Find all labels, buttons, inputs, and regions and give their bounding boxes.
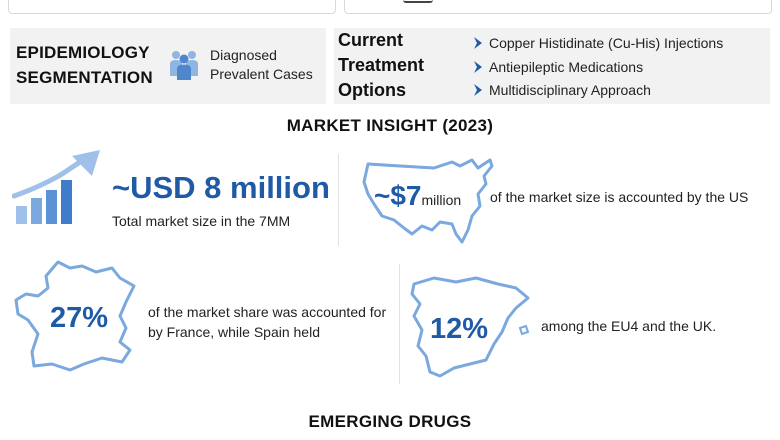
treatment-list: Copper Histidinate (Cu-His) Injections A… (472, 33, 768, 104)
segmentation-band: EPIDEMIOLOGY SEGMENTATION Diagnosed Prev… (10, 28, 770, 104)
treatment-item: Multidisciplinary Approach (472, 80, 768, 104)
us-map-icon (362, 158, 494, 244)
treatment-item: Antiepileptic Medications (472, 57, 768, 81)
top-panel-right (344, 0, 772, 14)
top-cropped-panels (0, 0, 780, 18)
us-market-value: ~$7million (374, 180, 462, 211)
top-panel-left (8, 0, 336, 14)
spain-map-icon (410, 276, 530, 378)
spain-market-caption: among the EU4 and the UK. (541, 318, 717, 334)
treatment-title: Current Treatment Options (338, 30, 425, 100)
us-market-caption: of the market size is accounted by the U… (490, 189, 749, 205)
chevron-right-icon (474, 84, 482, 96)
france-map-icon (14, 260, 136, 372)
growth-chart-icon (12, 150, 100, 224)
people-group-icon (170, 51, 198, 80)
spain-market-share: 12% (430, 313, 489, 345)
total-market-caption: Total market size in the 7MM (112, 213, 291, 229)
france-market-share: 27% (50, 302, 109, 334)
market-insight-title: MARKET INSIGHT (2023) (286, 116, 494, 135)
total-market-value: ~USD 8 million (112, 170, 330, 205)
chevron-right-icon (474, 37, 482, 49)
epidemiology-title: EPIDEMIOLOGY SEGMENTATION (16, 43, 153, 87)
chevron-right-icon (474, 60, 482, 73)
emerging-drugs-title: EMERGING DRUGS (0, 412, 780, 432)
france-market-caption: of the market share was accounted for by… (148, 304, 387, 340)
treatment-item: Copper Histidinate (Cu-His) Injections (472, 33, 768, 57)
epidemiology-segment-label: Diagnosed Prevalent Cases (210, 47, 313, 82)
